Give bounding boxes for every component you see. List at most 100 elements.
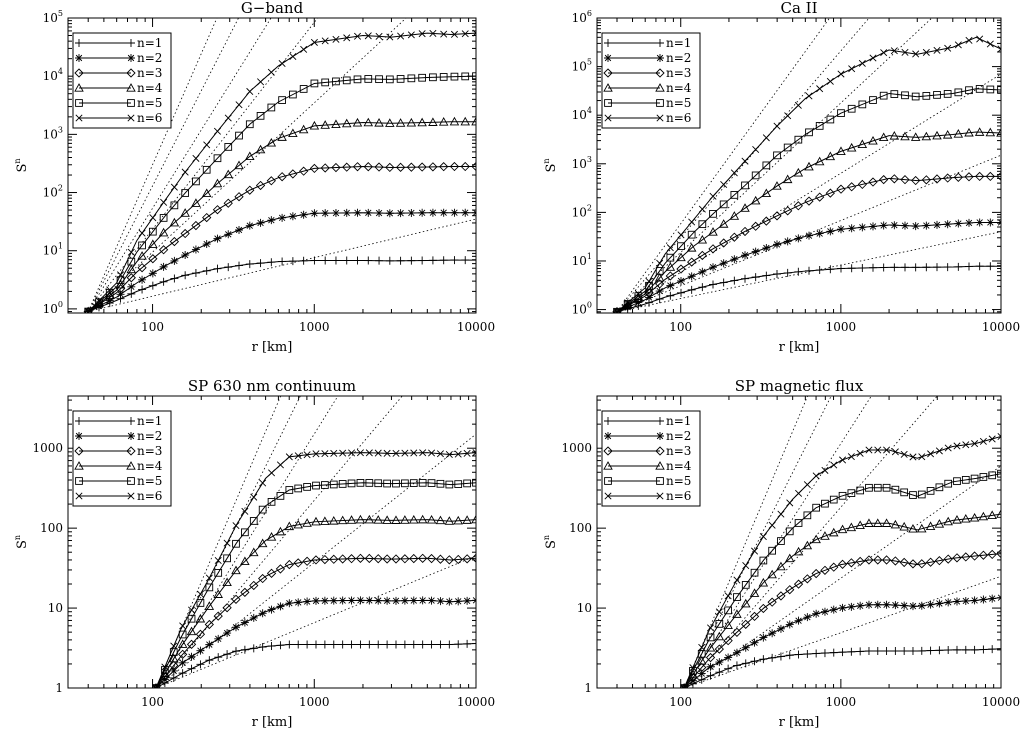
data-point <box>338 596 347 605</box>
reference-line-6 <box>87 18 218 312</box>
data-point <box>858 263 867 272</box>
data-point <box>170 183 178 191</box>
data-point <box>310 256 319 265</box>
data-point <box>191 269 200 278</box>
data-point <box>828 527 839 537</box>
series-line <box>616 175 1001 313</box>
legend-label: n=2 <box>137 51 162 65</box>
data-point <box>900 450 908 458</box>
legend-marker <box>604 492 612 500</box>
data-point <box>266 176 276 186</box>
series-n=1 <box>84 256 476 313</box>
data-point <box>837 109 845 117</box>
data-point <box>970 596 979 605</box>
data-point <box>751 273 760 282</box>
data-point <box>864 555 874 565</box>
data-point <box>312 481 320 490</box>
data-point <box>180 208 190 217</box>
data-point <box>654 272 665 282</box>
data-point <box>751 547 759 555</box>
data-point <box>400 640 409 649</box>
data-point <box>331 119 341 129</box>
data-point <box>178 649 188 660</box>
data-point <box>374 640 383 649</box>
legend-marker <box>127 39 135 47</box>
data-point <box>732 648 741 657</box>
data-point <box>741 643 750 652</box>
data-point <box>741 274 750 283</box>
data-point <box>256 218 265 227</box>
data-point <box>697 669 706 678</box>
data-point <box>772 211 782 221</box>
y-tick-label: 1000 <box>561 441 592 455</box>
data-point <box>837 225 846 234</box>
data-point <box>881 518 892 527</box>
data-point <box>820 565 830 575</box>
data-point <box>837 524 848 534</box>
data-point <box>321 78 330 87</box>
legend-label: n=1 <box>666 414 691 428</box>
data-point <box>847 224 856 233</box>
data-point <box>214 569 223 577</box>
data-point <box>331 256 340 265</box>
data-point <box>812 503 821 512</box>
data-point <box>922 48 930 56</box>
data-point <box>943 90 952 98</box>
y-tick-label: 106 <box>572 9 592 25</box>
data-point <box>329 480 338 489</box>
data-point <box>921 175 931 185</box>
data-point <box>910 132 921 141</box>
data-point <box>820 649 829 658</box>
data-point <box>741 181 749 190</box>
legend-marker <box>656 39 664 47</box>
data-point <box>277 172 287 182</box>
data-point <box>975 85 984 93</box>
chart-title: G−band <box>241 0 304 17</box>
data-point <box>231 647 240 656</box>
data-point <box>724 664 733 673</box>
data-point <box>723 620 733 629</box>
data-point <box>934 519 945 528</box>
data-point <box>879 174 889 185</box>
data-point <box>235 131 243 140</box>
data-point <box>231 594 241 604</box>
data-point <box>235 101 243 109</box>
data-point <box>214 653 223 662</box>
data-point <box>783 143 792 152</box>
data-point <box>320 596 329 605</box>
legend-marker <box>74 83 84 92</box>
reference-line-2 <box>155 433 476 688</box>
data-point <box>926 600 935 609</box>
data-point <box>289 52 297 60</box>
data-point <box>804 196 814 206</box>
data-point <box>805 231 814 240</box>
data-point <box>241 507 249 515</box>
legend-marker <box>75 54 83 62</box>
data-point <box>689 664 697 672</box>
data-point <box>762 271 771 280</box>
data-point <box>343 34 351 42</box>
data-point <box>891 647 900 656</box>
data-point <box>410 449 418 457</box>
data-point <box>793 579 804 589</box>
data-point <box>385 162 395 173</box>
data-point <box>926 646 935 655</box>
data-point <box>158 245 169 255</box>
data-point <box>776 561 786 571</box>
data-point <box>329 596 338 605</box>
x-axis-label: r [km] <box>252 340 293 355</box>
x-tick-label: 1000 <box>299 695 330 709</box>
reference-line-1 <box>88 218 476 312</box>
data-point <box>471 553 476 563</box>
data-point <box>942 130 953 139</box>
data-point <box>338 480 347 488</box>
data-point <box>971 440 979 448</box>
data-point <box>417 117 427 127</box>
data-point <box>356 479 365 487</box>
data-point <box>815 192 825 202</box>
data-point <box>285 486 294 494</box>
data-point <box>234 160 244 170</box>
series-n=2 <box>151 596 476 688</box>
data-point <box>471 116 476 126</box>
data-point <box>912 50 920 58</box>
